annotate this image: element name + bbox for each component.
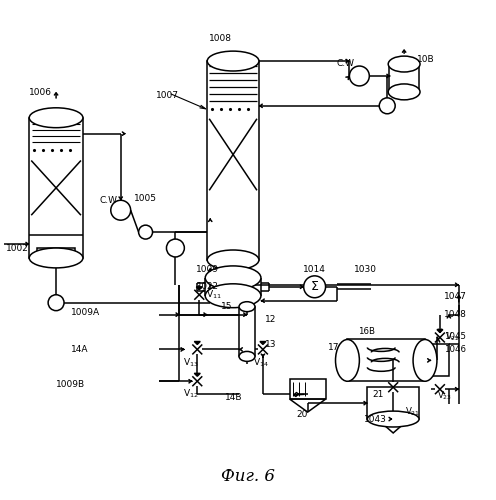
Text: 13: 13 [265,340,276,349]
Bar [290,380,325,399]
Text: 15: 15 [221,302,233,311]
Circle shape [48,294,64,310]
Ellipse shape [413,340,437,382]
Text: C.W: C.W [100,196,118,205]
Text: V$_{13}$: V$_{13}$ [184,356,199,368]
Text: V$_{11}$: V$_{11}$ [206,288,222,301]
Ellipse shape [207,250,259,270]
Text: Σ: Σ [310,280,318,293]
Bar [347,340,425,382]
Ellipse shape [207,51,259,71]
Ellipse shape [368,411,419,427]
Ellipse shape [239,352,255,362]
Polygon shape [260,342,266,344]
Ellipse shape [205,266,261,290]
Text: V$_{22}$: V$_{22}$ [445,330,460,343]
Text: V$_{12}$: V$_{12}$ [184,388,199,400]
Text: V$_{23}$: V$_{23}$ [437,390,452,402]
Text: 1006: 1006 [29,88,52,98]
Text: 1005: 1005 [133,194,157,203]
Text: 1014: 1014 [303,266,325,274]
Bar [207,61,259,260]
Bar [37,248,75,260]
Bar [431,344,449,376]
Ellipse shape [205,284,261,308]
Text: 20: 20 [297,410,308,418]
Polygon shape [194,374,200,376]
Circle shape [379,98,395,114]
Text: 17: 17 [327,343,339,352]
Text: 16B: 16B [359,327,375,336]
Circle shape [167,239,185,257]
Ellipse shape [335,340,360,382]
Text: 1048: 1048 [444,310,467,319]
Bar [239,306,255,356]
Text: 1007: 1007 [156,92,179,100]
Text: 10B: 10B [417,54,434,64]
Text: 1009A: 1009A [71,308,100,317]
Circle shape [138,225,153,239]
Text: 1022: 1022 [196,282,218,292]
Ellipse shape [29,248,83,268]
Bar [368,387,419,419]
Text: 1009B: 1009B [56,380,85,388]
Text: 1047: 1047 [444,292,467,301]
Text: V$_{14}$: V$_{14}$ [253,356,269,368]
Ellipse shape [388,84,420,100]
Text: C.W: C.W [336,58,355,68]
Text: V$_{21}$: V$_{21}$ [405,406,420,418]
Polygon shape [290,399,325,412]
Text: 1030: 1030 [355,266,377,274]
Bar [29,118,83,258]
Text: 14A: 14A [71,345,88,354]
Text: 14B: 14B [225,392,243,402]
Text: 1008: 1008 [209,34,232,42]
Circle shape [304,276,325,297]
Text: 1009: 1009 [196,266,219,274]
Text: 12: 12 [265,315,276,324]
Polygon shape [194,342,200,344]
Bar [389,64,419,92]
Text: Фиг. 6: Фиг. 6 [221,468,275,485]
Text: 1045: 1045 [444,332,466,341]
Ellipse shape [29,108,83,128]
Polygon shape [377,419,409,433]
Circle shape [111,200,130,220]
Text: 21: 21 [372,390,384,398]
Ellipse shape [239,302,255,312]
Text: 1002: 1002 [6,244,29,252]
Polygon shape [196,287,202,290]
Polygon shape [437,330,443,332]
Text: 1043: 1043 [365,414,387,424]
Ellipse shape [388,56,420,72]
Text: 1046: 1046 [444,345,466,354]
Circle shape [349,66,370,86]
